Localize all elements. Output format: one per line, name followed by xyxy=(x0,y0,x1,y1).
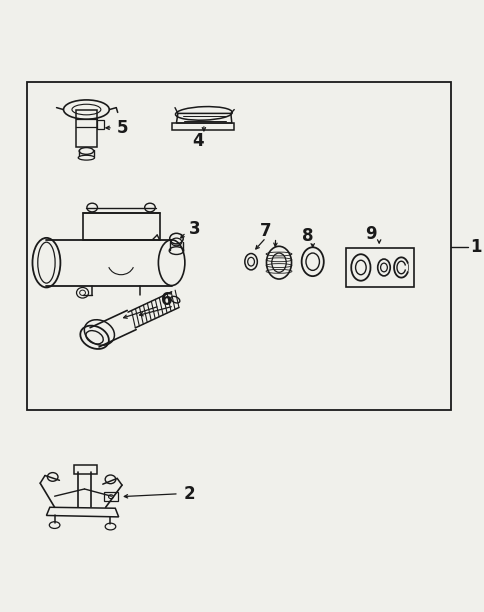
Text: 5: 5 xyxy=(116,119,127,137)
Bar xyxy=(27,82,450,409)
Text: 1: 1 xyxy=(469,238,481,256)
Bar xyxy=(82,214,159,240)
Text: 3: 3 xyxy=(188,220,200,238)
Bar xyxy=(74,465,97,474)
Text: 6: 6 xyxy=(161,291,172,308)
Text: 9: 9 xyxy=(364,225,376,243)
Bar xyxy=(97,120,104,129)
Text: 4: 4 xyxy=(192,132,203,151)
Bar xyxy=(346,248,413,287)
Text: 7: 7 xyxy=(259,222,271,240)
Text: 2: 2 xyxy=(183,485,195,503)
Text: 8: 8 xyxy=(302,226,313,245)
Bar xyxy=(76,110,97,147)
Bar xyxy=(104,492,118,501)
